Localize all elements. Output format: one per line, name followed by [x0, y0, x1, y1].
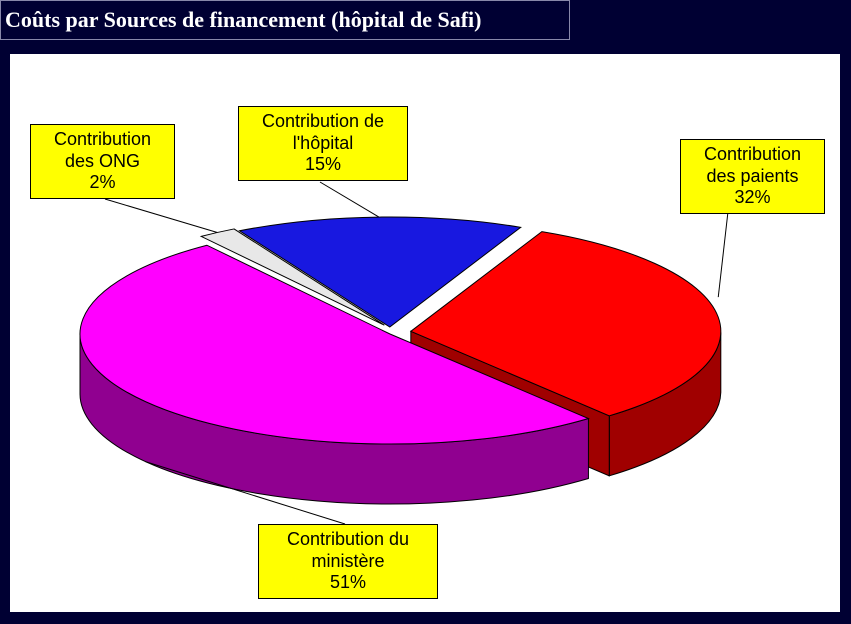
- label-ong-percent: 2%: [39, 172, 166, 194]
- label-ong-line2: des ONG: [39, 151, 166, 173]
- title-container: Coûts par Sources de financement (hôpita…: [0, 0, 570, 40]
- label-ong-line1: Contribution: [39, 129, 166, 151]
- label-patients-line1: Contribution: [689, 144, 816, 166]
- label-ministere-line1: Contribution du: [267, 529, 429, 551]
- label-ministere-line2: ministère: [267, 551, 429, 573]
- label-patients-line2: des paients: [689, 166, 816, 188]
- pie-chart-area: Contribution des ONG 2% Contribution de …: [10, 54, 840, 612]
- label-hopital: Contribution de l'hôpital 15%: [238, 106, 408, 181]
- label-hopital-percent: 15%: [247, 154, 399, 176]
- label-ong: Contribution des ONG 2%: [30, 124, 175, 199]
- label-ministere-percent: 51%: [267, 572, 429, 594]
- label-hopital-line1: Contribution de: [247, 111, 399, 133]
- label-hopital-line2: l'hôpital: [247, 133, 399, 155]
- label-ministere: Contribution du ministère 51%: [258, 524, 438, 599]
- label-patients: Contribution des paients 32%: [680, 139, 825, 214]
- page-title: Coûts par Sources de financement (hôpita…: [5, 7, 481, 33]
- label-patients-percent: 32%: [689, 187, 816, 209]
